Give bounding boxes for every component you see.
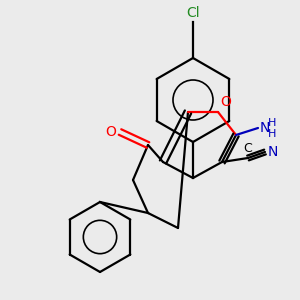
Text: N: N [268, 145, 278, 159]
Text: O: O [220, 95, 231, 109]
Text: C: C [244, 142, 252, 155]
Text: H: H [268, 118, 276, 128]
Text: Cl: Cl [186, 6, 200, 20]
Text: N: N [260, 121, 270, 135]
Text: O: O [105, 125, 116, 139]
Text: H: H [268, 129, 276, 139]
